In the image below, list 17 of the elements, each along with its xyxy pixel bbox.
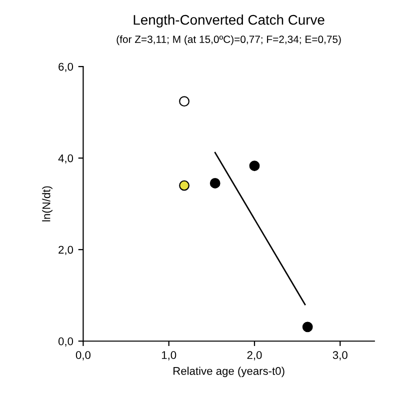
point bbox=[302, 322, 313, 332]
y-axis-title: ln(N/dt) bbox=[42, 186, 52, 222]
x-tick-label: 0,0 bbox=[76, 351, 90, 360]
point bbox=[179, 96, 190, 107]
chart-subtitle: (for Z=3,11; M (at 15,0ºC)=0,77; F=2,34; E=0,75) bbox=[116, 35, 341, 46]
x-tick-label: 2,0 bbox=[247, 351, 262, 360]
x-tick-label: 1,0 bbox=[162, 351, 176, 360]
point bbox=[210, 178, 220, 188]
y-tick-label: 6,0 bbox=[58, 62, 74, 72]
y-tick-label: 2,0 bbox=[58, 246, 74, 256]
y-tick-label: 0,0 bbox=[58, 337, 74, 347]
chart-title: Length-Converted Catch Curve bbox=[134, 14, 324, 28]
point bbox=[249, 160, 260, 172]
y-tick-label: 4,0 bbox=[58, 154, 74, 164]
x-tick-label: 3,0 bbox=[332, 351, 348, 360]
x-axis-title: Relative age (years-t0) bbox=[174, 366, 284, 378]
point bbox=[179, 180, 190, 191]
